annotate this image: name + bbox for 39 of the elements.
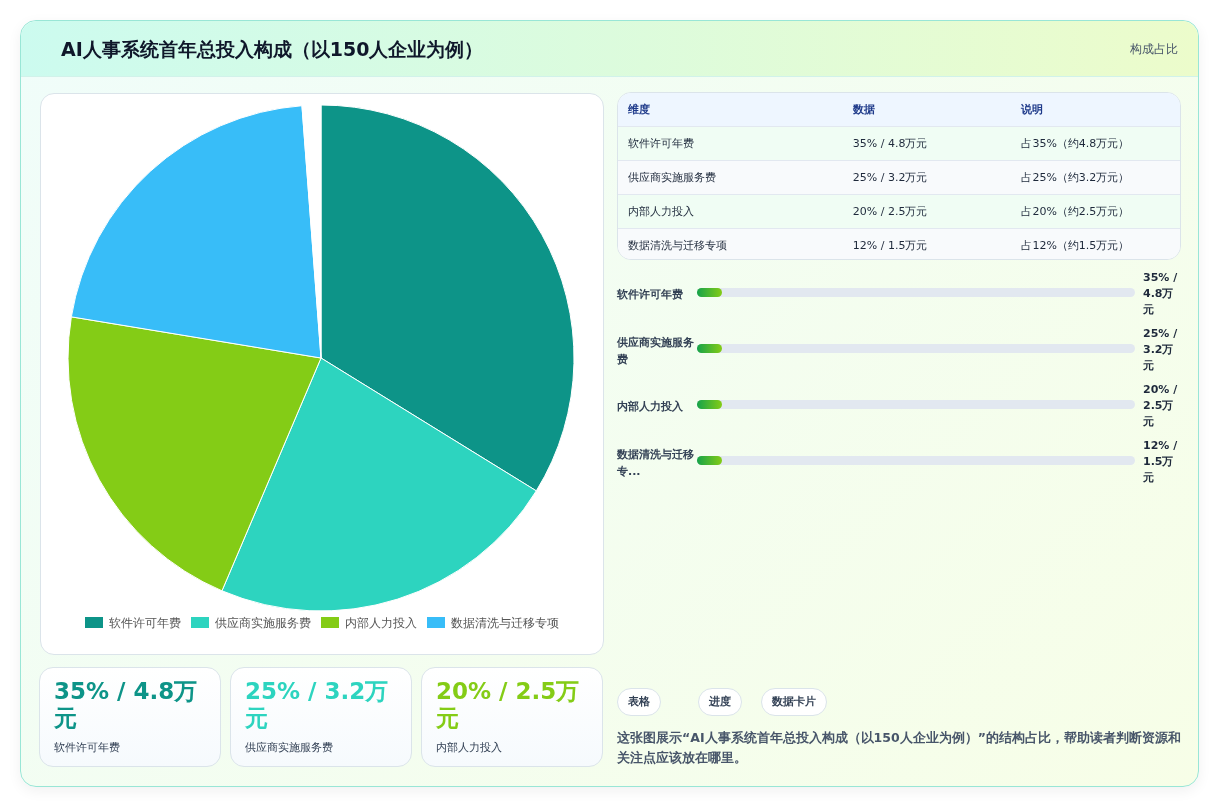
text: 占35%（约4.8万元）	[1021, 137, 1130, 150]
category-label: 供应商实施服务费	[628, 171, 716, 184]
text: 20% / 2.5万元	[852, 205, 928, 218]
text: 进度	[698, 688, 742, 716]
category-label: 数据清洗与迁移专...	[617, 447, 695, 480]
text: 25% / 3.2万元	[245, 678, 389, 731]
text: 35% / 4.8万元	[852, 137, 928, 150]
legend-label: 供应商实施服务费	[215, 616, 311, 630]
legend-title: 维度	[618, 93, 843, 127]
category-label: 软件许可年费	[54, 740, 120, 755]
text: 35% / 4.8万元	[54, 678, 198, 731]
text: 占20%（约2.5万元）	[1021, 205, 1130, 218]
text: AI人事系统首年总投入构成（以150人企业为例）	[61, 37, 484, 62]
text: 12% / 1.5万元	[1143, 439, 1178, 484]
text: 表格	[617, 688, 661, 716]
category-label: 供应商实施服务费	[617, 335, 695, 368]
text: 25% / 3.2万元	[852, 171, 928, 184]
category-label: 软件许可年费	[628, 137, 694, 150]
category-label: 说明	[1011, 93, 1180, 127]
text: 25% / 3.2万元	[1143, 327, 1178, 372]
category-label: 供应商实施服务费	[245, 740, 333, 755]
legend-label: 软件许可年费	[109, 616, 181, 630]
text: 占25%（约3.2万元）	[1021, 171, 1130, 184]
text: 35% / 4.8万元	[1143, 271, 1178, 316]
category-label: 数据清洗与迁移专项	[628, 239, 727, 252]
category-label: 内部人力投入	[628, 205, 694, 218]
text: 20% / 2.5万元	[1143, 383, 1178, 428]
category-label: 内部人力投入	[617, 399, 684, 415]
text: 构成占比	[1130, 41, 1178, 58]
text: 12% / 1.5万元	[852, 239, 928, 252]
text: 数据卡片	[761, 688, 827, 716]
text: 这张图展示“AI人事系统首年总投入构成（以150人企业为例）”的结构占比，帮助读者判断资源和关注点应该放在哪里。	[617, 729, 1182, 767]
category-label: 数据	[842, 93, 1012, 127]
text: 占12%（约1.5万元）	[1021, 239, 1130, 252]
category-label: 内部人力投入	[436, 740, 502, 755]
text: 20% / 2.5万元	[436, 678, 580, 731]
legend-label: 数据清洗与迁移专项	[451, 616, 559, 630]
category-label: 软件许可年费	[617, 287, 684, 303]
legend-label: 内部人力投入	[345, 616, 417, 630]
